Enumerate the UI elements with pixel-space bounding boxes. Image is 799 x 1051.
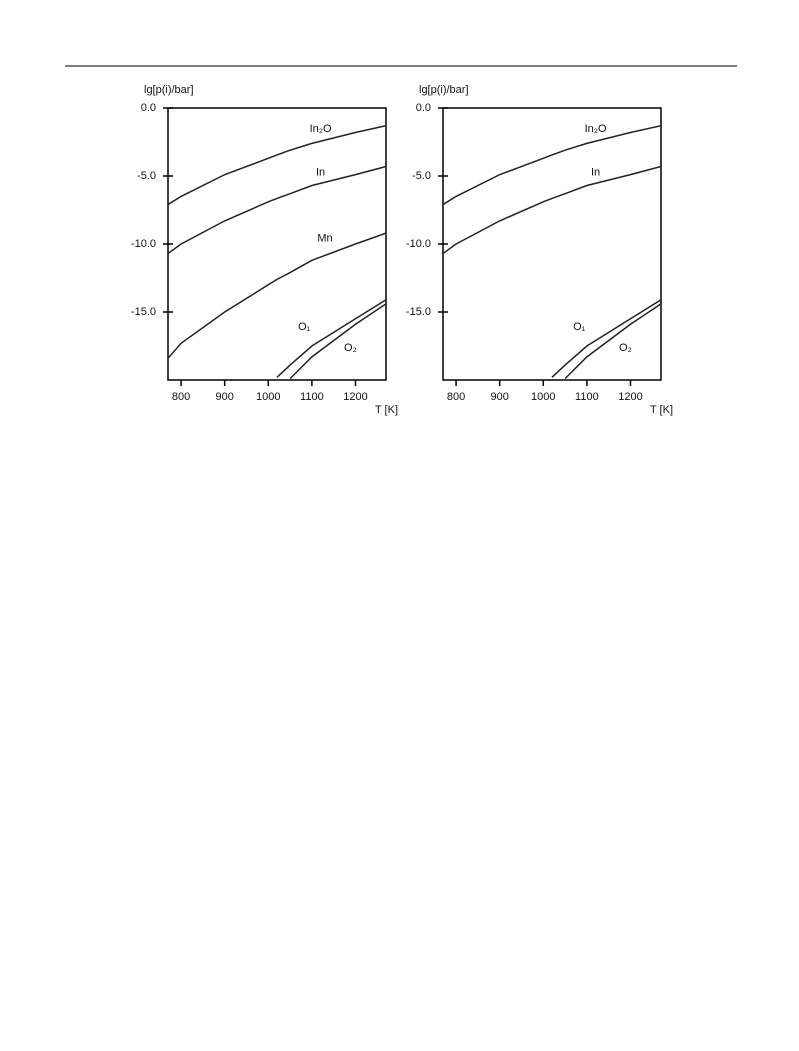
y-tick-label: -5.0 bbox=[412, 170, 431, 182]
chart: lg[p(i)/bar] T [K] 0.0 -5.0 -10.0 -15.0 800 900… bbox=[406, 84, 673, 416]
series-label: O₁ bbox=[573, 321, 586, 333]
plot-frame bbox=[167, 107, 387, 381]
x-tick-label: 1200 bbox=[618, 391, 642, 403]
x-tick-label: 1200 bbox=[343, 391, 367, 403]
plot-frame bbox=[442, 107, 662, 381]
x-tick-label: 1000 bbox=[531, 391, 555, 403]
line-series bbox=[564, 303, 661, 380]
x-tick-label: 1100 bbox=[575, 391, 599, 403]
series-label: O₂ bbox=[619, 342, 632, 354]
y-tick-label: -10.0 bbox=[131, 238, 156, 250]
x-tick-label: 800 bbox=[172, 391, 190, 403]
line-series bbox=[443, 165, 661, 255]
series-label: O₁ bbox=[298, 321, 311, 333]
y-tick-label: -15.0 bbox=[131, 306, 156, 318]
y-tick-label: 0.0 bbox=[141, 102, 156, 114]
line-series bbox=[289, 303, 386, 380]
y-tick-label: -10.0 bbox=[406, 238, 431, 250]
x-tick-label: 1000 bbox=[256, 391, 280, 403]
y-tick-label: 0.0 bbox=[416, 102, 431, 114]
series-label: In bbox=[316, 166, 325, 178]
y-tick-label: -15.0 bbox=[406, 306, 431, 318]
series-label: O₂ bbox=[344, 342, 357, 354]
line-series bbox=[168, 165, 386, 255]
line-series bbox=[551, 299, 661, 378]
line-series bbox=[168, 232, 386, 359]
line-series bbox=[276, 299, 386, 378]
y-tick-label: -5.0 bbox=[137, 170, 156, 182]
series-label: In₂O bbox=[310, 123, 332, 135]
x-tick-label: 900 bbox=[491, 391, 509, 403]
x-axis-title: T [K] bbox=[375, 404, 398, 416]
y-axis-title: lg[p(i)/bar] bbox=[144, 84, 194, 96]
y-axis-title: lg[p(i)/bar] bbox=[419, 84, 469, 96]
x-tick-label: 1100 bbox=[300, 391, 324, 403]
x-tick-label: 900 bbox=[216, 391, 234, 403]
line-series bbox=[443, 124, 661, 206]
line-series bbox=[168, 124, 386, 206]
x-axis-title: T [K] bbox=[650, 404, 673, 416]
x-tick-label: 800 bbox=[447, 391, 465, 403]
series-label: In₂O bbox=[585, 123, 607, 135]
chart: lg[p(i)/bar] T [K] 0.0 -5.0 -10.0 -15.0 800 900… bbox=[131, 84, 398, 416]
series-label: Mn bbox=[317, 232, 332, 244]
series-label: In bbox=[591, 166, 600, 178]
